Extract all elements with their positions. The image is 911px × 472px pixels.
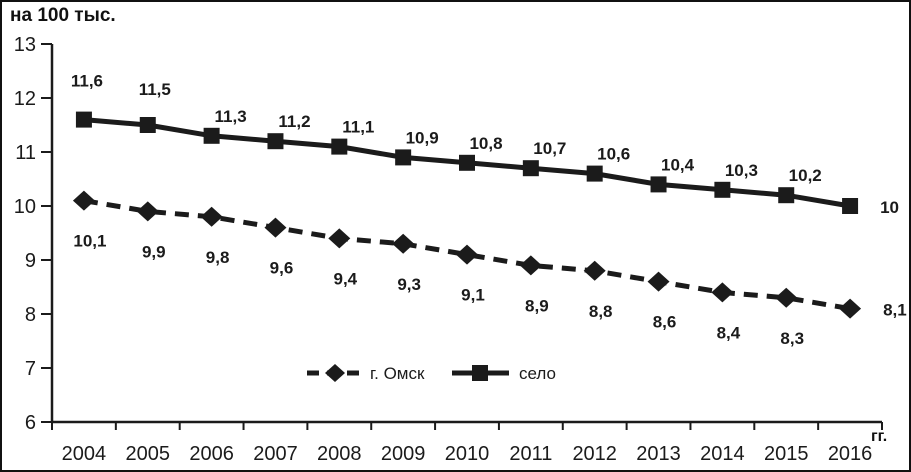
data-point-marker-diamond [839,298,862,319]
data-point-label: 9,8 [206,248,230,267]
data-point-label: 11,1 [342,118,374,137]
y-tick-label: 9 [25,250,36,272]
data-point-label: 10,1 [73,232,106,251]
data-point-label: 8,3 [780,329,804,348]
legend-label-0: г. Омск [370,364,425,383]
data-point-label: 9,3 [397,275,421,294]
y-tick-label: 11 [15,142,36,164]
data-point-marker-diamond [200,206,223,227]
x-tick-label: 2012 [572,443,617,465]
y-tick-label: 7 [25,358,36,380]
x-tick-label: 2009 [381,443,426,465]
data-point-marker-square [395,149,412,166]
data-point-marker-diamond [519,255,542,276]
x-tick-label: 2006 [189,443,234,465]
data-point-marker-square [778,187,795,204]
data-point-label: 9,4 [333,269,357,288]
x-tick-label: 2013 [636,443,681,465]
data-point-label: 11,5 [139,80,171,99]
data-point-label: 11,2 [278,112,310,131]
data-point-marker-square [586,165,603,182]
data-point-marker-square [139,117,156,133]
data-point-marker-diamond [325,364,345,382]
data-point-label: 10,6 [597,145,630,164]
y-tick-label: 13 [14,34,36,56]
series-0: 10,1 9,9 9,8 9,6 9,4 9,3 9,1 8,9 8,8 8,6 8,4 8,3 8,1 [72,190,907,348]
data-point-label: 9,1 [461,286,485,305]
data-point-label: 10,8 [469,134,502,153]
data-point-marker-diamond [264,217,287,238]
data-point-marker-square [267,133,284,150]
x-tick-label: 2005 [126,443,171,465]
data-point-marker-diamond [647,271,670,292]
data-point-label: 10,9 [406,128,439,147]
data-point-label: 11,6 [71,72,103,91]
data-point-label: 9,9 [142,242,166,261]
data-point-label: 8,8 [589,302,613,321]
y-tick-label: 10 [14,196,36,218]
x-tick-label: 2010 [445,443,490,465]
data-point-label: 10,3 [725,161,758,180]
data-point-marker-diamond [72,190,95,211]
data-point-marker-diamond [392,233,415,254]
data-point-label: 10,2 [789,166,822,185]
data-point-label: 8,1 [883,301,907,320]
data-point-label: 10 [880,198,899,217]
data-point-label: 10,7 [533,139,566,158]
axes [50,44,882,424]
data-point-marker-square [331,138,348,155]
x-tick-label: 2014 [700,443,745,465]
data-point-marker-diamond [711,282,734,303]
data-point-label: 10,4 [661,155,695,174]
data-point-label: 11,3 [215,107,247,126]
data-point-marker-square [203,127,220,144]
data-point-label: 9,6 [270,259,294,278]
data-point-label: 8,4 [717,323,741,342]
data-point-marker-diamond [583,260,606,281]
data-point-marker-diamond [456,244,478,265]
y-tick-label: 8 [25,304,36,326]
legend-item-0: г. Омск [307,364,425,383]
data-point-marker-diamond [328,228,351,249]
data-point-marker-square [650,176,667,193]
x-tick-label: 2016 [828,443,873,465]
x-tick-label: 2007 [253,443,298,465]
data-point-marker-square [842,198,859,214]
x-axis-unit-label: гг. [871,428,888,445]
data-point-marker-square [472,365,488,381]
legend-label-1: село [519,364,556,383]
data-point-label: 8,9 [525,296,549,315]
data-point-marker-square [714,181,731,198]
data-point-marker-square [75,111,92,128]
data-point-label: 8,6 [653,313,677,332]
y-axis-ticks: 6 7 8 9 10 11 12 13 [14,34,52,434]
y-tick-label: 6 [25,412,36,434]
legend-item-1: село [452,364,556,383]
legend: г. Омск село [307,364,556,383]
x-tick-label: 2004 [62,443,107,465]
x-tick-label: 2015 [764,443,809,465]
data-point-marker-diamond [136,201,159,222]
x-tick-label: 2008 [317,443,362,465]
x-axis-ticks: 2004 2005 2006 2007 2008 2009 2010 2011 2012 2013… [51,422,883,465]
series-1: 11,6 11,5 11,3 11,2 11,1 10,9 10,8 10,7 10,6 10,4… [71,72,899,217]
data-point-marker-square [459,154,475,171]
y-tick-label: 12 [14,88,36,110]
data-point-marker-diamond [775,287,798,308]
y-axis-unit-title: на 100 тыс. [10,5,116,26]
x-tick-label: 2011 [509,443,552,465]
data-point-marker-square [522,160,539,177]
